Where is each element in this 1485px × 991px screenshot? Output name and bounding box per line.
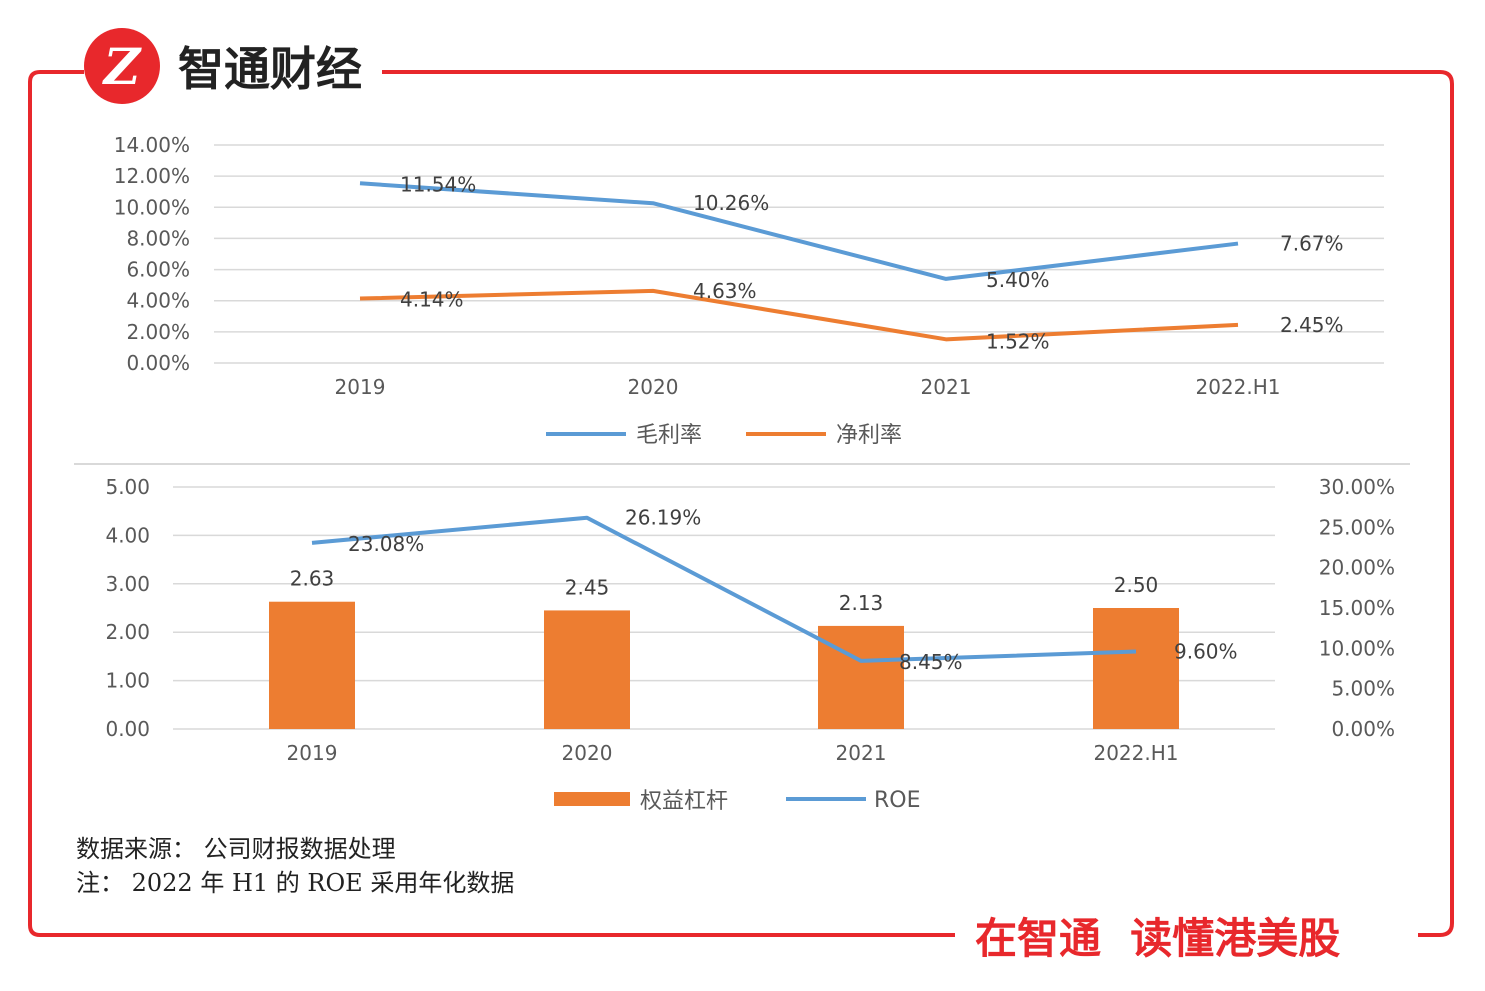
data-label: 8.45%	[899, 650, 963, 674]
data-label: 26.19%	[625, 506, 701, 530]
y-right-tick-label: 15.00%	[1319, 596, 1395, 620]
bar-equity-leverage	[544, 610, 630, 729]
y-left-tick-label: 3.00	[105, 572, 150, 596]
y-tick-label: 8.00%	[126, 226, 190, 250]
bar-equity-leverage	[269, 601, 355, 729]
y-right-tick-label: 10.00%	[1319, 636, 1395, 660]
series-line-gross-margin	[359, 181, 1239, 281]
y-tick-label: 0.00%	[126, 351, 190, 375]
series-line-roe	[311, 515, 1137, 663]
legend-label: 毛利率	[636, 423, 702, 448]
logo-letter: Z	[102, 37, 143, 96]
brand-name: 智通财经	[178, 42, 362, 96]
brand-slogan: 在智通 读懂港美股	[975, 914, 1340, 963]
y-right-tick-label: 25.00%	[1319, 515, 1395, 539]
y-left-tick-label: 0.00	[105, 717, 150, 741]
annualized-note: 注： 2022 年 H1 的 ROE 采用年化数据	[76, 869, 515, 897]
data-label: 4.14%	[400, 288, 464, 312]
y-tick-label: 6.00%	[126, 258, 190, 282]
y-tick-label: 2.00%	[126, 320, 190, 344]
data-label: 10.26%	[693, 191, 769, 215]
x-tick-label: 2022.H1	[1195, 375, 1280, 399]
x-tick-label: 2020	[562, 741, 613, 765]
data-label: 1.52%	[986, 329, 1050, 353]
legend-label: 净利率	[836, 423, 902, 448]
data-label: 4.63%	[693, 279, 757, 303]
bar-label: 2.50	[1114, 573, 1159, 597]
legend: 毛利率 净利率	[546, 423, 902, 448]
data-label: 23.08%	[348, 532, 424, 556]
y-left-tick-label: 1.00	[105, 669, 150, 693]
y-tick-label: 10.00%	[114, 195, 190, 219]
margin-line-chart: 14.00% 12.00% 10.00% 8.00% 6.00% 4.00% 2.00% 0.…	[114, 133, 1384, 448]
bar-equity-leverage	[1093, 608, 1179, 729]
data-label: 7.67%	[1280, 232, 1344, 256]
y-right-tick-label: 0.00%	[1331, 717, 1395, 741]
data-label: 5.40%	[986, 268, 1050, 292]
bar-label: 2.13	[839, 591, 884, 615]
legend: 权益杠杆 ROE	[554, 788, 921, 814]
x-tick-label: 2019	[287, 741, 338, 765]
bar-label: 2.45	[565, 575, 610, 599]
frame-border-left	[28, 70, 955, 937]
frame-border-right	[382, 70, 1454, 937]
series-line-net-margin	[359, 288, 1239, 342]
x-tick-label: 2019	[335, 375, 386, 399]
y-right-tick-label: 30.00%	[1319, 475, 1395, 499]
data-label: 9.60%	[1174, 640, 1238, 664]
y-tick-label: 12.00%	[114, 164, 190, 188]
logo-circle	[84, 28, 160, 104]
source-note: 数据来源： 公司财报数据处理	[76, 835, 396, 863]
bar-equity-leverage	[818, 625, 904, 729]
y-left-tick-label: 4.00	[105, 523, 150, 547]
y-left-tick-label: 5.00	[105, 475, 150, 499]
data-label: 11.54%	[400, 172, 476, 196]
brand-logo: Z	[84, 28, 160, 104]
y-left-tick-label: 2.00	[105, 620, 150, 644]
x-tick-label: 2021	[921, 375, 972, 399]
y-right-tick-label: 20.00%	[1319, 556, 1395, 580]
legend-swatch	[554, 792, 630, 806]
legend-label: ROE	[874, 788, 921, 813]
x-tick-label: 2022.H1	[1093, 741, 1178, 765]
y-tick-label: 14.00%	[114, 133, 190, 157]
y-right-tick-label: 5.00%	[1331, 677, 1395, 701]
legend-label: 权益杠杆	[640, 789, 728, 814]
y-tick-label: 4.00%	[126, 289, 190, 313]
data-label: 2.45%	[1280, 313, 1344, 337]
footnotes: 数据来源： 公司财报数据处理 注： 2022 年 H1 的 ROE 采用年化数据	[76, 832, 514, 900]
x-tick-label: 2020	[628, 375, 679, 399]
bar-label: 2.63	[290, 567, 335, 591]
leverage-roe-chart: 5.00 4.00 3.00 2.00 1.00 0.00 30.00% 25.00% 20.0…	[105, 475, 1395, 814]
x-tick-label: 2021	[836, 741, 887, 765]
